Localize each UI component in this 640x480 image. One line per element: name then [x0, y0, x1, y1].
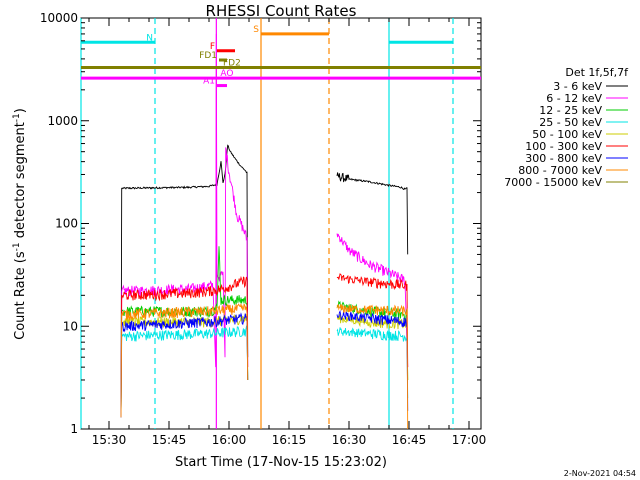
legend-label-3: 25 - 50 keV — [539, 116, 602, 129]
x-tick-label-0: 15:30 — [92, 433, 127, 447]
y-label-suffix: ) — [13, 108, 28, 113]
x-tick-label-3: 16:15 — [272, 433, 307, 447]
series-line-6-segment-1 — [336, 310, 409, 411]
y-tick-label-2: 100 — [55, 217, 78, 231]
legend-label-4: 50 - 100 keV — [532, 128, 602, 141]
flag-label-n: N — [146, 33, 153, 43]
y-tick-label-4: 1 — [70, 422, 78, 436]
y-label-sup-2: -1 — [12, 113, 22, 122]
series-line-2-segment-0 — [120, 246, 249, 418]
legend-label-5: 100 - 300 keV — [525, 140, 602, 153]
x-tick-label-1: 15:45 — [152, 433, 187, 447]
series-line-1-segment-1 — [336, 233, 409, 368]
flag-label-f: F — [210, 42, 215, 52]
series-group — [120, 33, 409, 430]
plot-frame — [80, 17, 482, 430]
y-tick-label-1: 1000 — [47, 114, 78, 128]
y-tick-label-0: 10000 — [40, 11, 78, 25]
y-label-prefix: Count Rate (s — [13, 251, 28, 340]
series-line-4-segment-1 — [336, 314, 409, 381]
axes-group: 15:30 15:45 16:00 16:15 16:30 16:45 17:00 10000… — [40, 11, 486, 447]
flag-label-fd2: FD2 — [223, 58, 241, 68]
series-line-7-segment-0 — [120, 303, 249, 418]
plot-area — [80, 17, 482, 430]
y-label-sup-1: -1 — [12, 242, 22, 251]
y-label-mid: detector segment — [13, 122, 28, 242]
y-axis-label: Count Rate (s-1 detector segment-1) — [12, 108, 28, 340]
flag-label-a1: A1 — [203, 77, 215, 87]
legend-label-7: 800 - 7000 keV — [518, 164, 602, 177]
series-line-6-segment-0 — [120, 312, 249, 418]
legend-label-8: 7000 - 15000 keV — [504, 176, 602, 189]
series-line-0-segment-1 — [336, 172, 409, 255]
series-line-1-segment-0 — [120, 33, 249, 418]
series-line-3-segment-0 — [120, 325, 249, 418]
series-line-4-segment-0 — [120, 313, 249, 418]
legend-label-1: 6 - 12 keV — [546, 92, 602, 105]
series-line-5-segment-0 — [120, 275, 249, 418]
series-line-3-segment-1 — [336, 327, 409, 399]
flag-label-fd1: FD1 — [199, 51, 217, 61]
legend-label-0: 3 - 6 keV — [553, 80, 602, 93]
x-tick-label-4: 16:30 — [332, 433, 367, 447]
series-line-5-segment-1 — [336, 273, 409, 368]
legend-title: Det 1f,5f,7f — [565, 66, 629, 79]
x-axis-label: Start Time (17-Nov-15 15:23:02) — [175, 455, 387, 470]
flag-label-s: S — [253, 25, 259, 35]
x-tick-label-6: 17:00 — [452, 433, 487, 447]
x-tick-label-5: 16:45 — [392, 433, 427, 447]
legend-label-6: 300 - 800 keV — [525, 152, 602, 165]
legend-label-2: 12 - 25 keV — [539, 104, 602, 117]
y-tick-label-3: 10 — [63, 319, 78, 333]
chart-title: RHESSI Count Rates — [206, 2, 357, 20]
series-line-7-segment-1 — [336, 304, 409, 430]
x-tick-label-2: 16:00 — [212, 433, 247, 447]
timestamp: 2-Nov-2021 04:54 — [564, 469, 636, 478]
vertical-marker-lines — [80, 18, 454, 429]
series-line-0-segment-0 — [120, 144, 249, 418]
flag-label-ao: AO — [220, 69, 233, 79]
